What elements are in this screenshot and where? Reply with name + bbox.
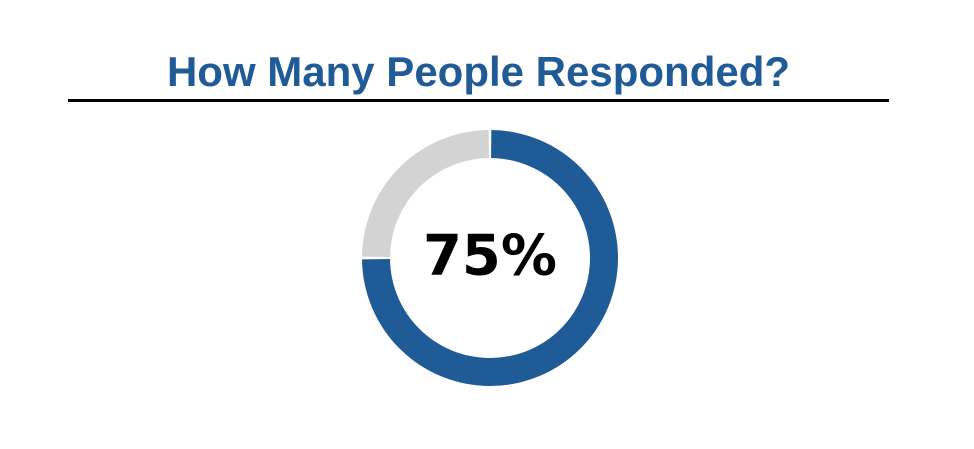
donut-slices (362, 130, 618, 386)
title-underline (68, 99, 889, 102)
donut-slice-remaining (362, 130, 489, 257)
donut-center-label: 75% (423, 224, 557, 289)
chart-title: How Many People Responded? (166, 48, 791, 95)
